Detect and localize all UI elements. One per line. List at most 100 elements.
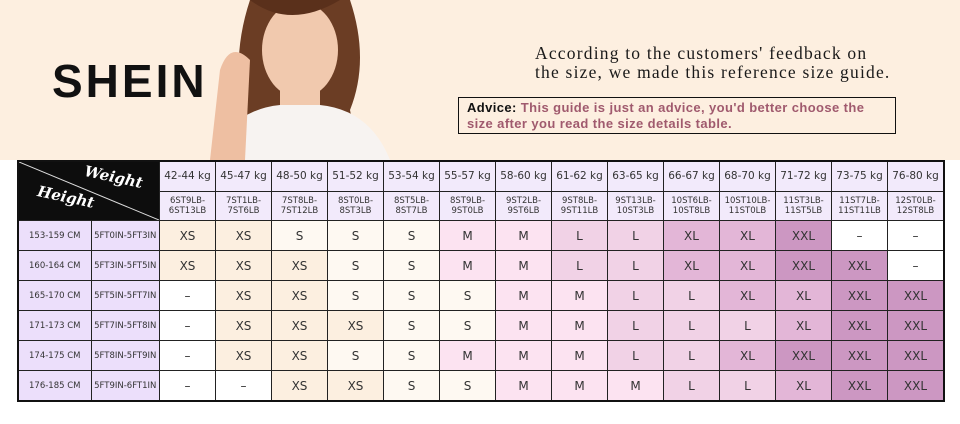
size-cell: XL (775, 370, 832, 402)
size-cell: XXL (831, 280, 888, 311)
size-cell: M (495, 310, 552, 341)
brand-logo: SHEIN (52, 55, 208, 107)
size-cell: L (663, 280, 720, 311)
size-cell: S (439, 280, 496, 311)
size-cell: XS (271, 370, 328, 402)
size-cell: S (439, 310, 496, 341)
weight-st-header: 9ST2LB-9ST6LB (495, 190, 552, 221)
weight-kg-header: 48-50 kg (271, 160, 328, 192)
size-cell: L (663, 370, 720, 402)
size-cell: M (495, 340, 552, 371)
size-cell: L (607, 250, 664, 281)
weight-st-header: 7ST1LB-7ST6LB (215, 190, 272, 221)
size-cell: XXL (831, 250, 888, 281)
weight-kg-header: 76-80 kg (887, 160, 945, 192)
weight-kg-header: 42-44 kg (159, 160, 216, 192)
weight-st-header: 10ST10LB-11ST0LB (719, 190, 776, 221)
size-cell: M (495, 280, 552, 311)
table-row: 176-185 CM 5FT9IN-6FT1IN – – XS XS S S M M M L L XL XX… (17, 370, 945, 402)
weight-st-header: 6ST9LB-6ST13LB (159, 190, 216, 221)
weight-kg-header: 66-67 kg (663, 160, 720, 192)
size-cell: L (663, 340, 720, 371)
height-ft-cell: 5FT8IN-5FT9IN (90, 340, 161, 371)
height-cm-cell: 176-185 CM (17, 370, 92, 402)
size-cell: XL (719, 220, 776, 251)
size-cell: S (327, 280, 384, 311)
size-cell: L (551, 220, 608, 251)
weight-kg-header: 51-52 kg (327, 160, 384, 192)
weight-kg-header: 58-60 kg (495, 160, 552, 192)
size-cell: S (383, 370, 440, 402)
weight-kg-header: 73-75 kg (831, 160, 888, 192)
table-row: 153-159 CM 5FT0IN-5FT3IN XS XS S S S M M L L XL XL XX… (17, 220, 945, 251)
size-cell: – (159, 340, 216, 371)
size-cell: M (551, 340, 608, 371)
size-cell: XS (215, 250, 272, 281)
height-cm-cell: 160-164 CM (17, 250, 92, 281)
weight-kg-header: 63-65 kg (607, 160, 664, 192)
size-cell: S (327, 250, 384, 281)
size-cell: S (327, 340, 384, 371)
corner-header: Weight Height (17, 160, 160, 221)
size-cell: M (439, 250, 496, 281)
size-cell: L (719, 370, 776, 402)
size-cell: XS (215, 280, 272, 311)
size-cell: S (383, 340, 440, 371)
size-cell: L (607, 220, 664, 251)
size-cell: XXL (887, 310, 945, 341)
weight-st-header: 8ST9LB-9ST0LB (439, 190, 496, 221)
size-cell: XL (719, 280, 776, 311)
size-cell: XS (159, 220, 216, 251)
size-cell: S (271, 220, 328, 251)
model-photo (210, 0, 390, 160)
weight-st-header: 9ST8LB-9ST11LB (551, 190, 608, 221)
intro-text: According to the customers' feedback on … (535, 44, 891, 82)
size-cell: M (439, 340, 496, 371)
height-ft-cell: 5FT9IN-6FT1IN (90, 370, 161, 402)
advice-text: This guide is just an advice, you'd bett… (467, 100, 865, 131)
size-cell: M (551, 370, 608, 402)
weight-st-header: 7ST8LB-7ST12LB (271, 190, 328, 221)
size-cell: – (887, 250, 945, 281)
weight-kg-header: 71-72 kg (775, 160, 832, 192)
size-cell: XXL (775, 340, 832, 371)
table-row: 160-164 CM 5FT3IN-5FT5IN XS XS XS S S M M L L XL XL X… (17, 250, 945, 281)
size-cell: S (383, 220, 440, 251)
table-row: 171-173 CM 5FT7IN-5FT8IN – XS XS XS S S M M L L L XL X… (17, 310, 945, 341)
size-cell: XL (663, 250, 720, 281)
size-cell: XL (719, 250, 776, 281)
size-cell: XL (775, 310, 832, 341)
diagonal-divider (19, 162, 159, 220)
size-cell: XXL (831, 340, 888, 371)
weight-kg-header: 45-47 kg (215, 160, 272, 192)
height-cm-cell: 153-159 CM (17, 220, 92, 251)
table-row: 174-175 CM 5FT8IN-5FT9IN – XS XS S S M M M L L XL XXL… (17, 340, 945, 371)
intro-line-1: According to the customers' feedback on (535, 43, 868, 63)
size-cell: L (663, 310, 720, 341)
weight-st-header: 8ST0LB-8ST3LB (327, 190, 384, 221)
size-cell: L (607, 280, 664, 311)
weight-st-header: 8ST5LB-8ST7LB (383, 190, 440, 221)
intro-line-2: the size, we made this reference size gu… (535, 62, 891, 82)
weight-st-header: 11ST7LB-11ST11LB (831, 190, 888, 221)
weight-kg-header: 68-70 kg (719, 160, 776, 192)
size-cell: XXL (831, 370, 888, 402)
size-cell: XXL (831, 310, 888, 341)
advice-label: Advice: (467, 100, 517, 115)
size-cell: XXL (887, 370, 945, 402)
size-cell: XL (719, 340, 776, 371)
size-cell: XS (215, 220, 272, 251)
size-cell: XS (159, 250, 216, 281)
size-chart-table: Weight Height 42-44 kg 45-47 kg 48-50 kg 51… (17, 160, 945, 402)
size-cell: XXL (775, 220, 832, 251)
size-cell: L (607, 310, 664, 341)
header-row-st: 6ST9LB-6ST13LB 7ST1LB-7ST6LB 7ST8LB-7ST12L… (18, 190, 945, 221)
size-cell: XS (215, 340, 272, 371)
size-cell: – (159, 280, 216, 311)
height-ft-cell: 5FT0IN-5FT3IN (90, 220, 161, 251)
size-cell: XS (271, 250, 328, 281)
size-cell: XXL (887, 340, 945, 371)
size-cell: S (383, 310, 440, 341)
size-cell: XL (663, 220, 720, 251)
size-cell: L (719, 310, 776, 341)
